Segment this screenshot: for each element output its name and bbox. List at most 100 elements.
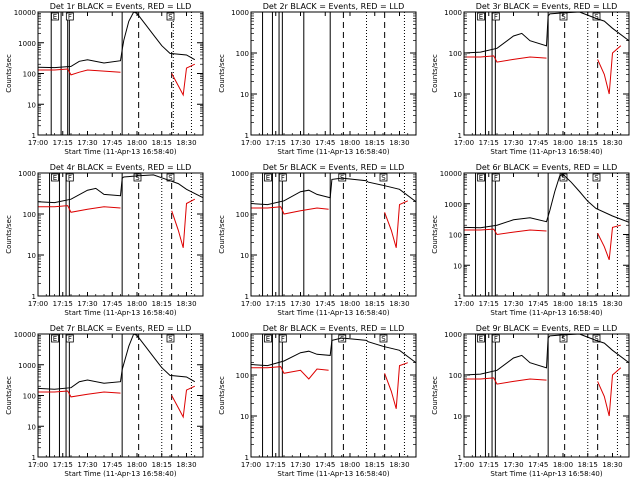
detector-panel: Det 6r BLACK = Events, RED = LLD E F S S 1 10 1… bbox=[431, 163, 630, 317]
x-tick-label: 17:45 bbox=[102, 139, 122, 147]
y-axis-label: Counts/sec bbox=[5, 376, 13, 415]
flag-label: F bbox=[494, 13, 498, 21]
flag-box bbox=[477, 12, 485, 21]
y-tick-label: 100 bbox=[449, 372, 462, 380]
x-tick-label: 18:15 bbox=[578, 300, 598, 308]
x-tick-label: 17:45 bbox=[102, 461, 122, 469]
lld-series bbox=[38, 198, 196, 248]
y-tick-label: 1 bbox=[245, 454, 249, 462]
y-axis-label: Counts/sec bbox=[5, 215, 13, 254]
x-tick-label: 18:00 bbox=[340, 461, 360, 469]
panel-title: Det 4r BLACK = Events, RED = LLD bbox=[50, 163, 192, 172]
y-tick-label: 100 bbox=[236, 372, 249, 380]
flag-label: F bbox=[68, 174, 72, 182]
x-tick-label: 17:00 bbox=[454, 300, 474, 308]
x-tick-label: 17:15 bbox=[53, 461, 73, 469]
lld-series bbox=[38, 63, 196, 97]
panel-title: Det 9r BLACK = Events, RED = LLD bbox=[476, 324, 618, 333]
flag-label: S bbox=[594, 335, 599, 343]
x-tick-label: 17:00 bbox=[28, 300, 48, 308]
x-tick-label: 17:15 bbox=[266, 300, 286, 308]
flag-box bbox=[592, 12, 601, 21]
y-tick-label: 1000 bbox=[18, 40, 36, 48]
y-tick-label: 100 bbox=[236, 211, 249, 219]
flag-box bbox=[65, 173, 74, 182]
flag-box bbox=[65, 12, 74, 21]
events-series bbox=[464, 173, 629, 229]
flag-label: S bbox=[561, 335, 566, 343]
x-tick-label: 17:15 bbox=[53, 300, 73, 308]
events-series bbox=[38, 334, 196, 390]
events-series bbox=[251, 337, 416, 367]
lld-series bbox=[38, 385, 196, 419]
x-tick-label: 18:00 bbox=[553, 139, 573, 147]
y-tick-label: 10 bbox=[27, 252, 36, 260]
x-tick-label: 18:00 bbox=[340, 300, 360, 308]
lld-series bbox=[464, 224, 621, 260]
x-tick-label: 18:30 bbox=[602, 461, 622, 469]
x-tick-label: 17:00 bbox=[241, 139, 261, 147]
flag-label: E bbox=[53, 335, 57, 343]
flag-box bbox=[166, 334, 175, 343]
y-tick-label: 10 bbox=[240, 413, 249, 421]
detector-panel: Det 7r BLACK = Events, RED = LLD E F S 1 10 10… bbox=[5, 324, 204, 478]
x-tick-label: 18:30 bbox=[602, 139, 622, 147]
panel-title: Det 3r BLACK = Events, RED = LLD bbox=[476, 2, 618, 11]
flag-label: F bbox=[281, 335, 285, 343]
y-tick-label: 10 bbox=[27, 423, 36, 431]
flag-box bbox=[264, 334, 272, 343]
x-tick-label: 18:00 bbox=[340, 139, 360, 147]
y-tick-label: 1000 bbox=[231, 331, 249, 339]
y-tick-label: 1000 bbox=[444, 201, 462, 209]
x-tick-label: 17:15 bbox=[479, 461, 499, 469]
x-axis-label: Start Time (11-Apr-13 16:58:40) bbox=[490, 148, 602, 156]
y-tick-label: 1 bbox=[458, 132, 462, 140]
y-tick-label: 1000 bbox=[231, 170, 249, 178]
x-tick-label: 18:30 bbox=[176, 461, 196, 469]
x-axis-label: Start Time (11-Apr-13 16:58:40) bbox=[64, 470, 176, 478]
plot-frame bbox=[37, 11, 204, 136]
y-tick-label: 100 bbox=[23, 211, 36, 219]
x-tick-label: 17:15 bbox=[266, 461, 286, 469]
y-tick-label: 10 bbox=[453, 413, 462, 421]
x-axis-label: Start Time (11-Apr-13 16:58:40) bbox=[490, 470, 602, 478]
events-series bbox=[38, 174, 203, 204]
x-tick-label: 18:15 bbox=[365, 461, 385, 469]
detector-panel: Det 3r BLACK = Events, RED = LLD E F S S 1 10 1… bbox=[431, 2, 630, 156]
plot-frame bbox=[463, 172, 630, 297]
panel-title: Det 1r BLACK = Events, RED = LLD bbox=[50, 2, 192, 11]
detector-panel: Det 9r BLACK = Events, RED = LLD E F S S 1 10 1… bbox=[431, 324, 630, 478]
x-tick-label: 17:30 bbox=[503, 300, 523, 308]
x-tick-label: 18:15 bbox=[365, 139, 385, 147]
y-tick-label: 1000 bbox=[18, 362, 36, 370]
panel-title: Det 8r BLACK = Events, RED = LLD bbox=[263, 324, 405, 333]
flag-box bbox=[51, 334, 59, 343]
y-tick-label: 10000 bbox=[14, 331, 36, 339]
x-tick-label: 18:00 bbox=[127, 461, 147, 469]
plot-frame bbox=[37, 333, 204, 458]
flag-label: S bbox=[340, 335, 345, 343]
flag-label: E bbox=[479, 335, 483, 343]
plot-frame bbox=[250, 333, 417, 458]
flag-label: F bbox=[281, 174, 285, 182]
x-tick-label: 18:15 bbox=[152, 300, 172, 308]
y-tick-label: 10 bbox=[240, 252, 249, 260]
x-tick-label: 17:30 bbox=[77, 461, 97, 469]
flag-label: E bbox=[266, 335, 270, 343]
x-tick-label: 17:30 bbox=[290, 300, 310, 308]
detector-panel: Det 1r BLACK = Events, RED = LLD E F S 1 10 10… bbox=[5, 2, 204, 156]
y-tick-label: 100 bbox=[449, 50, 462, 58]
y-tick-label: 1 bbox=[458, 454, 462, 462]
y-tick-label: 100 bbox=[236, 50, 249, 58]
flag-box bbox=[278, 173, 287, 182]
flag-label: E bbox=[266, 174, 270, 182]
y-axis-label: Counts/sec bbox=[218, 215, 226, 254]
x-tick-label: 17:15 bbox=[266, 139, 286, 147]
plot-frame bbox=[250, 172, 417, 297]
x-tick-label: 18:30 bbox=[176, 139, 196, 147]
flag-label: E bbox=[479, 13, 483, 21]
y-tick-label: 100 bbox=[23, 71, 36, 79]
flag-box bbox=[592, 173, 601, 182]
